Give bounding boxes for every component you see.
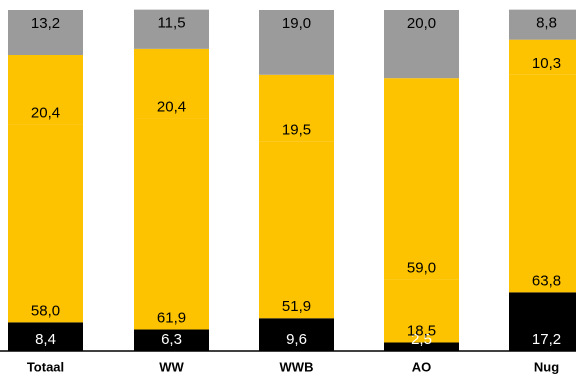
bar-segment-wwb-1 bbox=[259, 141, 334, 319]
bars-layer bbox=[8, 9, 576, 351]
bar-segment-ao-1 bbox=[384, 279, 459, 343]
bar-segment-nug-2 bbox=[509, 39, 576, 75]
bar-segment-wwb-2 bbox=[259, 74, 334, 142]
category-label-ao: AO bbox=[412, 359, 432, 374]
value-label-ww-1: 61,9 bbox=[157, 309, 186, 326]
category-label-nug: Nug bbox=[534, 359, 559, 374]
bar-segment-ww-3 bbox=[134, 9, 209, 49]
value-label-ao-2: 59,0 bbox=[407, 259, 436, 276]
bar-segment-ao-3 bbox=[384, 10, 459, 79]
bar-segment-wwb-3 bbox=[259, 10, 334, 75]
value-label-ao-1: 18,5 bbox=[407, 322, 436, 339]
bar-segment-ww-0 bbox=[134, 329, 209, 351]
bar-segment-ww-1 bbox=[134, 118, 209, 330]
value-label-ao-0: 2,5 bbox=[411, 331, 432, 348]
value-label-totaal-1: 58,0 bbox=[31, 302, 60, 319]
bar-segment-ao-2 bbox=[384, 78, 459, 280]
value-label-ww-2: 20,4 bbox=[157, 98, 186, 115]
bar-segment-nug-1 bbox=[509, 74, 576, 293]
category-label-wwb: WWB bbox=[280, 359, 314, 374]
category-label-ww: WW bbox=[159, 359, 184, 374]
value-label-ao-3: 20,0 bbox=[407, 15, 436, 32]
bar-segment-nug-3 bbox=[509, 9, 576, 40]
value-label-ww-0: 6,3 bbox=[161, 331, 182, 348]
value-label-nug-2: 10,3 bbox=[532, 55, 561, 72]
value-label-nug-3: 8,8 bbox=[536, 15, 557, 32]
value-label-totaal-0: 8,4 bbox=[35, 331, 56, 348]
value-labels-layer: 8,4 58,0 20,4 13,2 6,3 61,9 20,4 11,5 9,6 51,9 19,… bbox=[31, 15, 561, 348]
bar-segment-totaal-2 bbox=[8, 55, 83, 125]
bar-segment-totaal-0 bbox=[8, 322, 83, 351]
bar-segment-totaal-3 bbox=[8, 10, 83, 56]
category-label-totaal: Totaal bbox=[27, 359, 64, 374]
category-labels-layer: Totaal WW WWB AO Nug bbox=[27, 359, 559, 374]
value-label-nug-0: 17,2 bbox=[532, 331, 561, 348]
value-label-ww-3: 11,5 bbox=[157, 15, 185, 32]
value-label-wwb-1: 51,9 bbox=[282, 298, 311, 315]
bar-segment-wwb-0 bbox=[259, 318, 334, 351]
value-label-wwb-0: 9,6 bbox=[286, 331, 307, 348]
value-label-wwb-2: 19,5 bbox=[282, 121, 311, 138]
value-label-nug-1: 63,8 bbox=[532, 272, 561, 289]
bar-segment-ao-0 bbox=[384, 342, 459, 351]
value-label-totaal-2: 20,4 bbox=[31, 105, 60, 122]
value-label-totaal-3: 13,2 bbox=[31, 15, 60, 32]
bar-segment-nug-0 bbox=[509, 292, 576, 351]
value-label-wwb-3: 19,0 bbox=[282, 15, 311, 32]
bar-segment-ww-2 bbox=[134, 48, 209, 119]
bar-segment-totaal-1 bbox=[8, 124, 83, 323]
